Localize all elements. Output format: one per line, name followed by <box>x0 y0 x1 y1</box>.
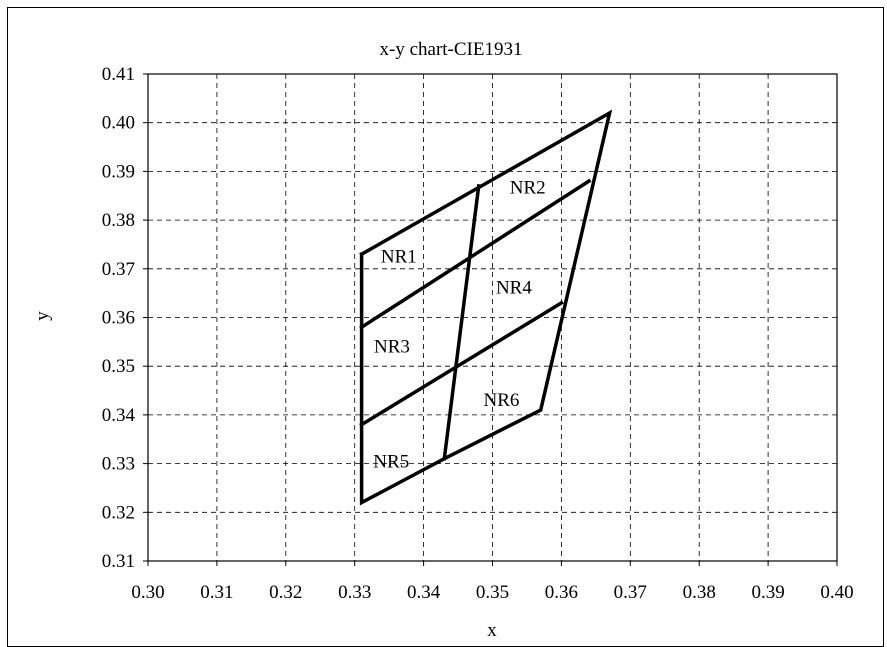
y-tick-label: 0.38 <box>102 210 135 231</box>
y-tick-label: 0.31 <box>102 551 135 572</box>
x-tick-label: 0.37 <box>614 582 647 603</box>
region-label: NR5 <box>373 451 409 472</box>
region-label: NR6 <box>484 390 520 411</box>
y-tick-label: 0.36 <box>102 308 135 329</box>
boundary-line <box>359 300 564 428</box>
x-tick-label: 0.30 <box>131 582 164 603</box>
region-label: NR3 <box>374 337 410 358</box>
y-tick-label: 0.32 <box>102 502 135 523</box>
y-tick-label: 0.37 <box>102 259 135 280</box>
y-tick-label: 0.39 <box>102 161 135 182</box>
y-tick-label: 0.33 <box>102 454 135 475</box>
y-tick-label: 0.34 <box>102 405 136 426</box>
region-label: NR2 <box>510 177 546 198</box>
x-tick-label: 0.35 <box>476 582 509 603</box>
y-axis-label: y <box>32 311 53 321</box>
region-label: NR4 <box>496 278 532 299</box>
y-tick-label: 0.41 <box>102 64 135 85</box>
boundary-line <box>442 184 481 461</box>
x-axis-label: x <box>487 620 497 641</box>
x-tick-label: 0.32 <box>269 582 302 603</box>
x-tick-label: 0.31 <box>200 582 233 603</box>
grid <box>148 74 837 561</box>
plot-lines <box>359 109 613 506</box>
boundary-line <box>359 178 592 330</box>
chart-title: x-y chart-CIE1931 <box>380 39 523 60</box>
x-tick-label: 0.34 <box>407 582 441 603</box>
x-tick-label: 0.39 <box>751 582 784 603</box>
boundary-line <box>359 109 613 506</box>
region-label: NR1 <box>381 246 417 267</box>
region-labels: NR1 NR2 NR3 NR4 NR5 NR6 <box>373 177 545 472</box>
x-tick-label: 0.33 <box>338 582 371 603</box>
x-tick-label: 0.36 <box>545 582 578 603</box>
y-tick-label: 0.40 <box>102 113 135 134</box>
axis-ticks: 0.30 0.31 0.32 0.33 0.34 0.35 0.36 0.37 0.38 0.39… <box>102 64 854 603</box>
x-tick-label: 0.40 <box>820 582 853 603</box>
chart-frame <box>7 7 884 647</box>
y-tick-label: 0.35 <box>102 356 135 377</box>
x-tick-label: 0.38 <box>683 582 716 603</box>
